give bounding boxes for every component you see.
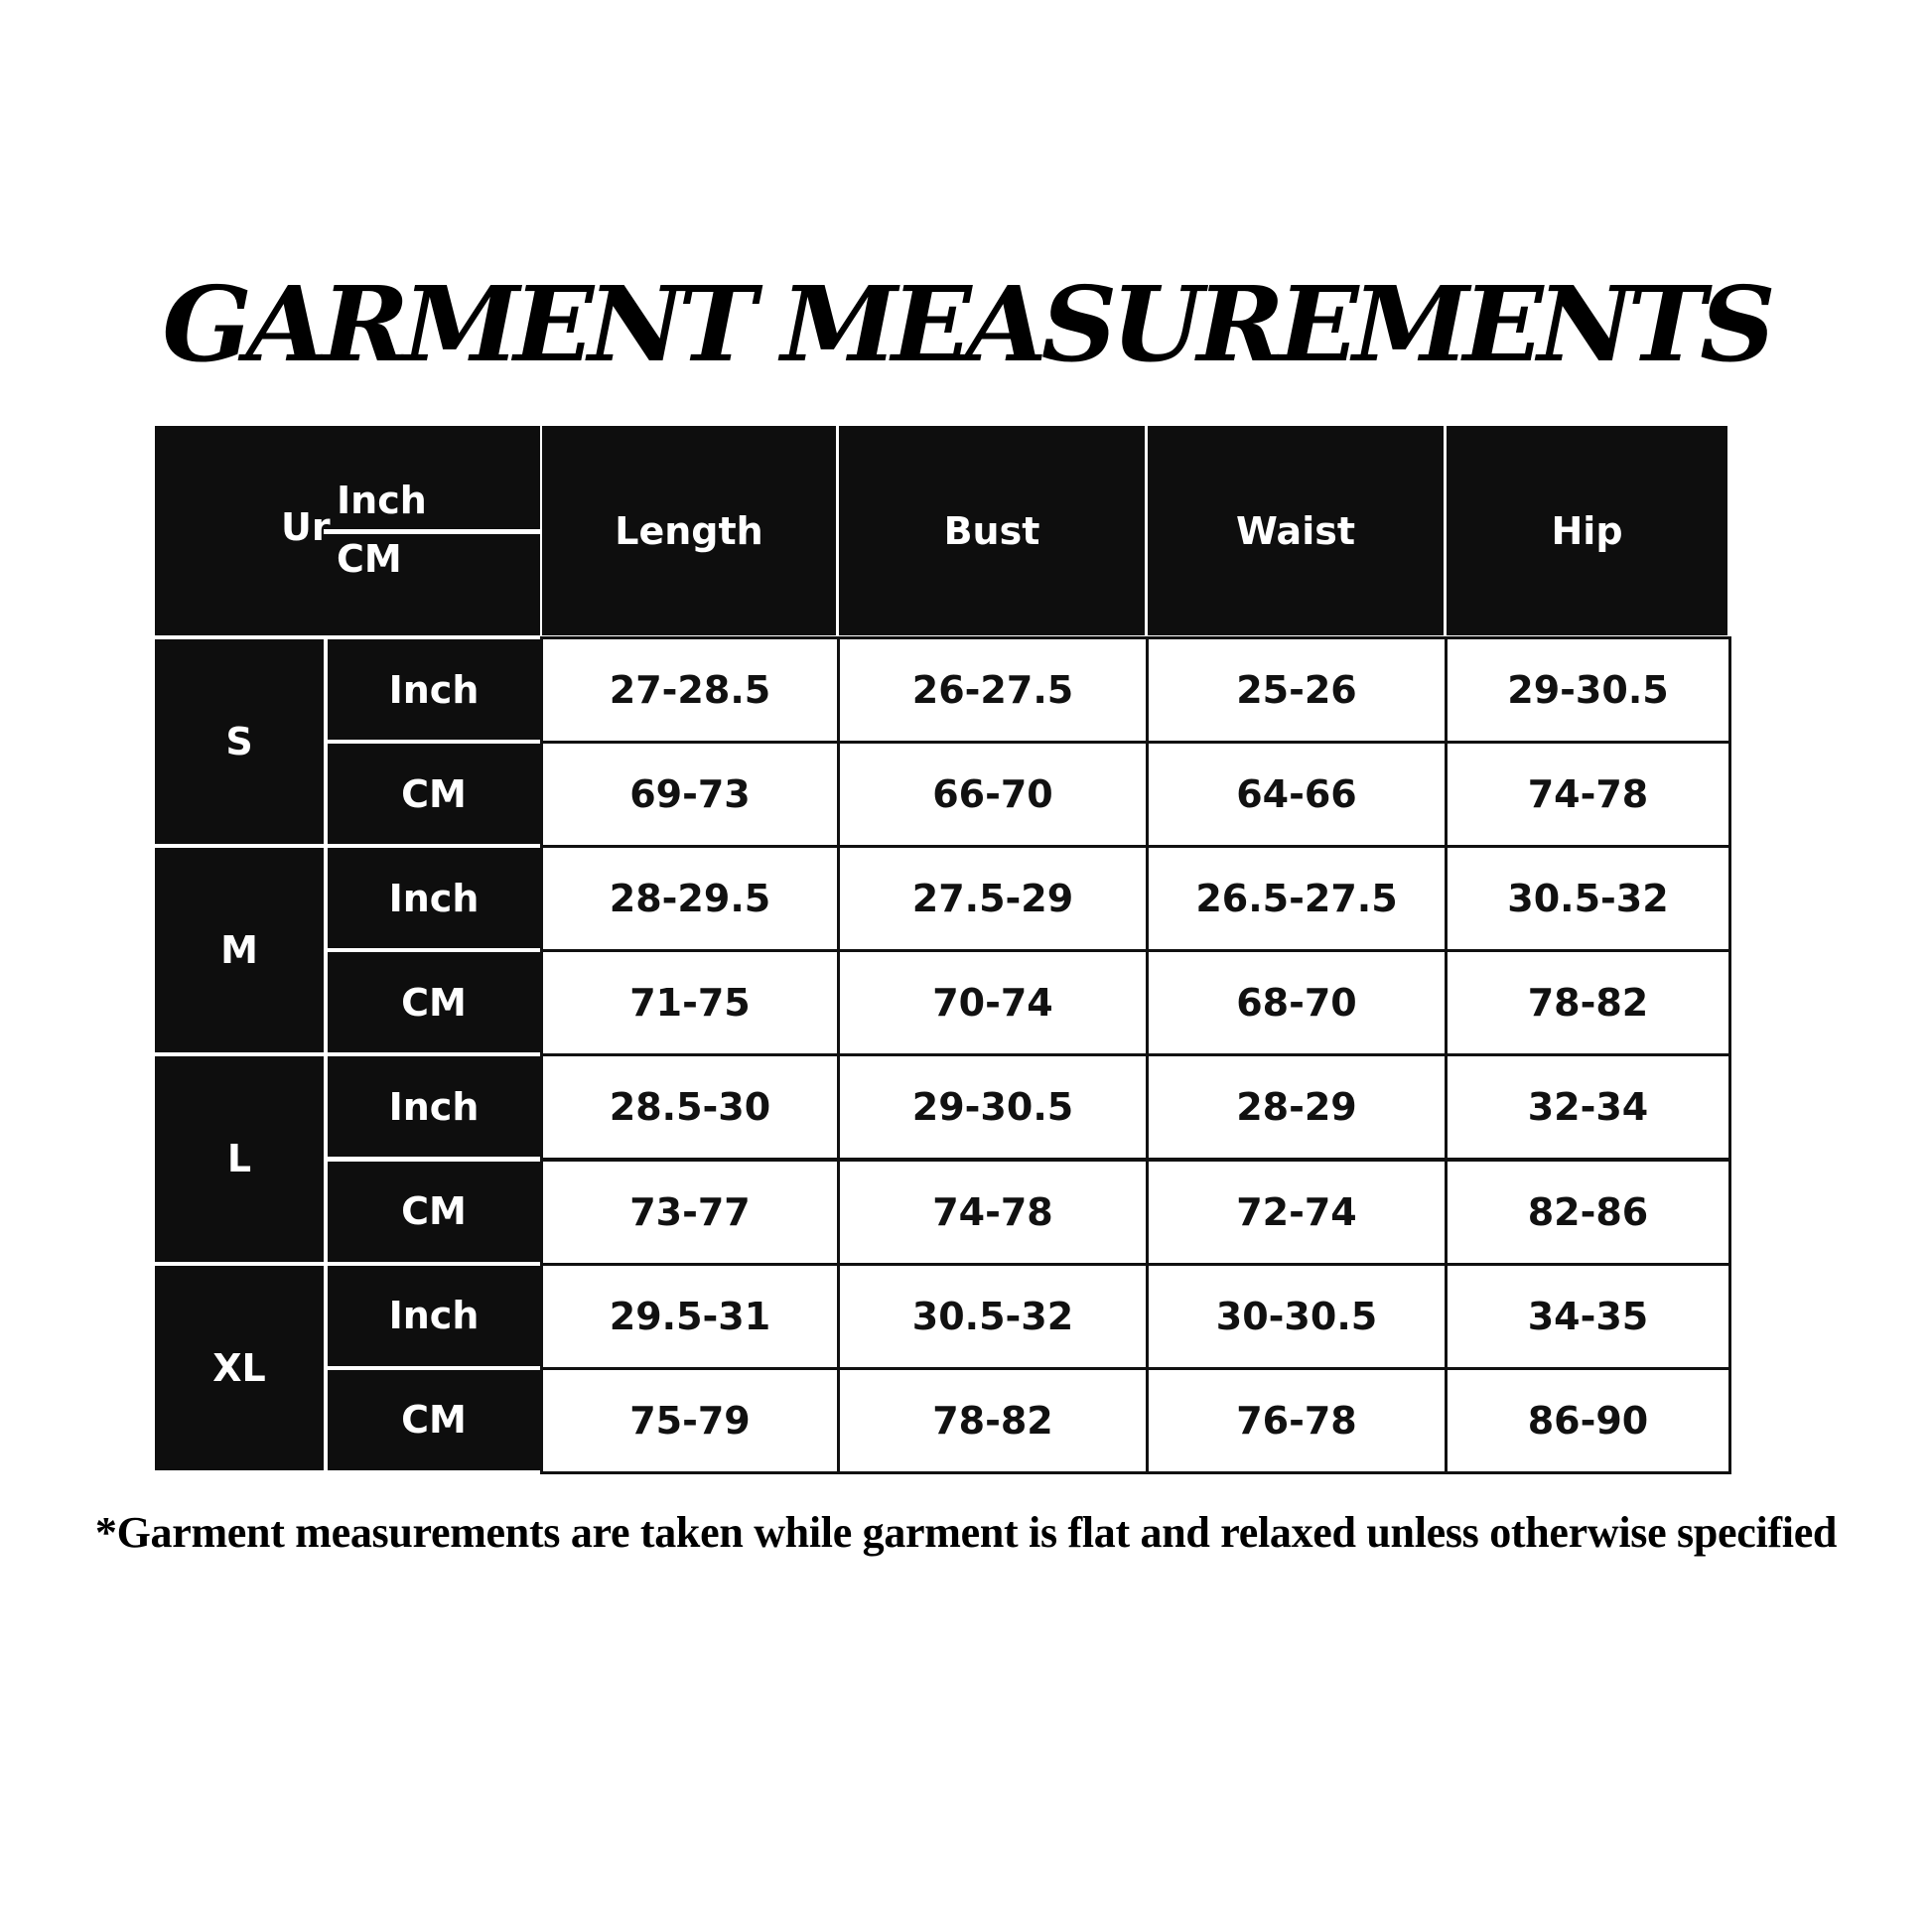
table-cell: 78-82 [837,1366,1149,1474]
table-cell: 28.5-30 [540,1053,840,1162]
size-label: S [155,639,324,845]
table-cell: 68-70 [1146,949,1448,1057]
table-cell: 30-30.5 [1146,1262,1448,1370]
table-cell: 69-73 [540,741,840,849]
table-cell: 29-30.5 [837,1053,1149,1162]
size-label: L [155,1056,324,1262]
unit-label: CM [328,952,540,1053]
size-label: M [155,848,324,1053]
table-cell: 75-79 [540,1366,840,1474]
table-cell: 27.5-29 [837,845,1149,953]
size-chart-table: Ur Inch CM Length Bust Waist Hip S Inch 27-28.… [155,426,1731,1474]
corner-divider [324,529,542,534]
table-cell: 64-66 [1146,741,1448,849]
table-cell: 74-78 [837,1158,1149,1266]
corner-label: Ur [281,505,331,549]
unit-label: Inch [328,1056,540,1158]
table-cell: 34-35 [1445,1262,1731,1370]
table-cell: 29.5-31 [540,1262,840,1370]
table-cell: 28-29.5 [540,845,840,953]
unit-label: CM [328,1161,540,1262]
unit-label: CM [328,744,540,845]
unit-label: Inch [328,639,540,741]
table-cell: 76-78 [1146,1366,1448,1474]
corner-unit-inch: Inch [337,479,427,522]
table-cell: 73-77 [540,1158,840,1266]
table-cell: 72-74 [1146,1158,1448,1266]
table-cell: 25-26 [1146,636,1448,745]
table-cell: 30.5-32 [837,1262,1149,1370]
table-cell: 29-30.5 [1445,636,1731,745]
table-cell: 71-75 [540,949,840,1057]
table-cell: 70-74 [837,949,1149,1057]
size-label: XL [155,1265,324,1470]
table-cell: 86-90 [1445,1366,1731,1474]
table-cell: 66-70 [837,741,1149,849]
unit-label: Inch [328,848,540,949]
column-header: Length [542,426,836,635]
footer-note: *Garment measurements are taken while ga… [94,1508,1838,1557]
column-header: Waist [1148,426,1444,635]
table-cell: 82-86 [1445,1158,1731,1266]
table-cell: 30.5-32 [1445,845,1731,953]
table-cell: 74-78 [1445,741,1731,849]
table-cell: 26.5-27.5 [1146,845,1448,953]
page-title: GARMENT MEASUREMENTS [162,263,1775,385]
unit-label: CM [328,1369,540,1470]
corner-header-cell: Ur Inch CM [155,426,542,635]
column-header: Hip [1447,426,1727,635]
table-cell: 28-29 [1146,1053,1448,1162]
corner-unit-cm: CM [337,537,402,581]
table-cell: 32-34 [1445,1053,1731,1162]
table-cell: 27-28.5 [540,636,840,745]
table-cell: 78-82 [1445,949,1731,1057]
unit-label: Inch [328,1265,540,1366]
column-header: Bust [839,426,1145,635]
table-cell: 26-27.5 [837,636,1149,745]
